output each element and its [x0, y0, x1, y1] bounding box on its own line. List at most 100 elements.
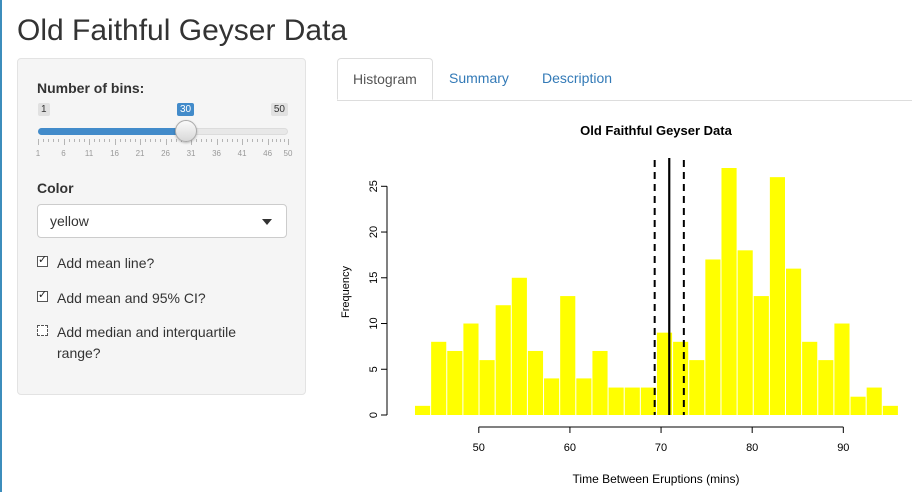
- slider-tick: [63, 139, 65, 145]
- bins-slider[interactable]: 1 30 50 1 6 11 16 21 26 31 36 41 46 50: [36, 103, 292, 173]
- slider-minor-tick: [271, 139, 273, 142]
- chart-title: Old Faithful Geyser Data: [580, 123, 732, 138]
- slider-tick-label: 50: [283, 149, 293, 158]
- slider-minor-tick: [196, 139, 198, 142]
- slider-minor-tick: [58, 139, 60, 142]
- histogram-bar: [544, 378, 560, 415]
- slider-minor-tick: [83, 139, 85, 142]
- bins-label: Number of bins:: [37, 80, 145, 96]
- histogram-bar: [721, 168, 737, 415]
- slider-minor-tick: [119, 139, 121, 142]
- slider-minor-tick: [150, 139, 152, 142]
- histogram-bar: [415, 405, 431, 415]
- slider-minor-tick: [231, 139, 233, 142]
- slider-minor-tick: [134, 139, 136, 142]
- slider-tick: [267, 139, 269, 145]
- slider-tick: [288, 139, 289, 145]
- histogram-bar: [592, 350, 608, 415]
- slider-minor-tick: [206, 139, 208, 142]
- histogram-bar: [495, 305, 511, 415]
- slider-tick: [165, 139, 167, 145]
- checkbox-icon[interactable]: ✓: [37, 289, 48, 302]
- slider-minor-tick: [53, 139, 55, 142]
- histogram-bar: [608, 387, 624, 415]
- slider-tick: [216, 139, 218, 145]
- x-tick-label: 60: [564, 442, 576, 454]
- histogram-bar: [479, 360, 495, 415]
- x-tick-label: 90: [837, 442, 849, 454]
- y-tick-label: 20: [368, 226, 380, 238]
- histogram-bar: [560, 296, 576, 415]
- color-select[interactable]: yellow: [37, 204, 287, 238]
- slider-minor-tick: [236, 139, 238, 142]
- checkmark-icon: ✓: [38, 254, 48, 266]
- x-axis-label: Time Between Eruptions (mins): [573, 472, 740, 486]
- slider-tick: [242, 139, 244, 145]
- slider-tick: [114, 139, 116, 145]
- slider-min-label: 1: [38, 103, 50, 116]
- color-label: Color: [37, 180, 74, 196]
- y-tick-label: 25: [368, 180, 380, 192]
- histogram-bar: [673, 341, 689, 415]
- slider-tick-label: 36: [212, 149, 222, 158]
- slider-ticks: 1 6 11 16 21 26 31 36 41 46 50: [36, 139, 292, 159]
- slider-minor-tick: [211, 139, 213, 142]
- histogram-chart: Old Faithful Geyser Data Time Between Er…: [340, 123, 898, 486]
- slider-tick-label: 46: [263, 149, 273, 158]
- color-select-value: yellow: [50, 213, 89, 229]
- slider-minor-tick: [78, 139, 80, 142]
- y-axis-label: Frequency: [340, 266, 352, 318]
- checkbox-icon[interactable]: ✓: [37, 254, 48, 267]
- histogram-bar: [463, 323, 479, 415]
- checkbox-label: Add mean line?: [57, 255, 155, 271]
- histogram-bar: [785, 268, 802, 415]
- slider-tick: [89, 139, 91, 145]
- checkbox-icon[interactable]: [37, 325, 48, 336]
- slider-minor-tick: [160, 139, 162, 142]
- slider-tick-label: 21: [135, 149, 145, 158]
- slider-tick-label: 26: [161, 149, 170, 158]
- slider-minor-tick: [283, 139, 285, 142]
- checkbox-label: Add median and interquartile: [57, 324, 237, 340]
- slider-minor-tick: [226, 139, 228, 142]
- checkmark-icon: ✓: [38, 289, 48, 301]
- slider-handle[interactable]: [174, 120, 197, 142]
- histogram-bar: [769, 177, 785, 415]
- histogram-bar: [818, 360, 834, 415]
- slider-minor-tick: [275, 139, 277, 142]
- slider-minor-tick: [73, 139, 75, 142]
- slider-tick-label: 16: [110, 149, 119, 158]
- slider-minor-tick: [104, 139, 106, 142]
- histogram-bar: [576, 378, 592, 415]
- histogram-bar: [624, 387, 640, 415]
- histogram-bar: [511, 277, 527, 415]
- x-tick-label: 50: [473, 442, 485, 454]
- caret-down-icon: [262, 219, 272, 225]
- slider-tick-label: 41: [237, 149, 247, 158]
- slider-minor-tick: [279, 139, 281, 142]
- y-tick-label: 0: [368, 412, 380, 418]
- tab-summary[interactable]: Summary: [449, 70, 509, 86]
- y-tick-label: 5: [368, 366, 380, 372]
- slider-tick-label: 11: [84, 149, 94, 158]
- slider-minor-tick: [247, 139, 249, 142]
- slider-max-label: 50: [270, 103, 288, 116]
- slider-tick: [38, 139, 39, 145]
- checkbox-label-line2: range?: [57, 345, 101, 361]
- slider-minor-tick: [155, 139, 157, 142]
- slider-minor-tick: [145, 139, 147, 142]
- x-tick-label: 80: [746, 442, 758, 454]
- tab-histogram[interactable]: Histogram: [337, 58, 433, 100]
- y-tick-label: 10: [368, 317, 380, 329]
- tab-description[interactable]: Description: [542, 70, 613, 86]
- histogram-bar: [705, 259, 721, 415]
- slider-tick-label: 6: [61, 149, 66, 158]
- slider-minor-tick: [68, 139, 70, 142]
- slider-minor-tick: [252, 139, 254, 142]
- histogram-bar: [802, 341, 818, 415]
- slider-tick: [140, 139, 142, 145]
- slider-minor-tick: [129, 139, 131, 142]
- slider-minor-tick: [48, 139, 50, 142]
- checkbox-label: Add mean and 95% CI?: [57, 290, 206, 306]
- histogram-bar: [834, 323, 850, 415]
